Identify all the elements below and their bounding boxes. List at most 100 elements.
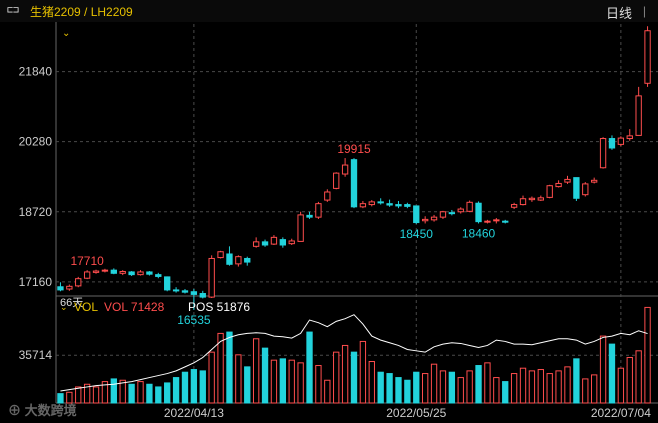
candle-body — [244, 257, 251, 263]
candle-body — [92, 270, 100, 273]
volume-bar — [226, 331, 233, 404]
toolbar-separator: | — [642, 4, 646, 18]
candle-body — [279, 239, 287, 246]
price-tick-label: 20280 — [19, 135, 53, 149]
price-grid — [56, 24, 658, 403]
candle-body — [288, 240, 295, 245]
volume-bar — [101, 381, 109, 404]
position-line — [60, 314, 648, 392]
candle-body — [475, 202, 482, 223]
volume-bar — [57, 393, 64, 404]
candle-body — [199, 293, 206, 298]
period-selector[interactable]: 日线 — [605, 6, 632, 21]
high-price-label: 17710 — [70, 254, 104, 268]
volume-bar — [528, 370, 536, 404]
candle-body — [57, 286, 64, 291]
volume-bar — [333, 351, 340, 404]
candle-body — [83, 271, 91, 279]
candle-body — [172, 289, 180, 292]
volume-bar — [519, 367, 527, 404]
candle-body — [368, 201, 375, 206]
volume-bar — [244, 366, 251, 404]
candle-body — [466, 201, 473, 212]
candle-body — [617, 137, 625, 145]
volume-bar — [359, 340, 367, 404]
candle-body — [297, 214, 304, 242]
volume-bar — [555, 370, 562, 404]
candle-body — [439, 211, 447, 218]
candle-body — [457, 208, 464, 213]
candle-body — [404, 204, 411, 207]
volume-bars — [57, 306, 651, 404]
volume-bar — [457, 377, 464, 404]
contract-title[interactable]: 生猪2209 / LH2209 — [30, 5, 133, 19]
candle-body — [128, 271, 135, 276]
candlestick-chart[interactable]: ⌄ 21840 20280 18720 17160 17710 19915 2275 165… — [0, 22, 658, 423]
candle-body — [66, 285, 73, 290]
volume-bar — [377, 371, 384, 404]
volume-bar — [493, 377, 500, 404]
price-tick-label: 17160 — [19, 275, 53, 289]
volume-bar — [475, 365, 482, 404]
candle-body — [421, 218, 429, 222]
candle-body — [528, 197, 536, 201]
legend-volume-value: VOL 71428 — [104, 300, 165, 314]
price-axis: 21840 20280 18720 17160 — [19, 65, 53, 289]
candle-body — [430, 216, 438, 221]
candle-body — [333, 172, 340, 189]
volume-bar — [306, 331, 313, 404]
candle-body — [101, 269, 109, 272]
volume-bar — [270, 359, 278, 404]
watermark-icon: ⊕ — [8, 403, 25, 418]
contract-switch-icon[interactable]: ⊏⊐ — [7, 5, 20, 16]
volume-bar — [430, 363, 438, 404]
volume-bar — [288, 359, 295, 404]
volume-bar — [172, 377, 180, 404]
volume-bar — [368, 361, 375, 404]
candle-body — [350, 159, 358, 208]
candle-body — [484, 220, 491, 223]
bar-count-label: 66天 — [60, 297, 83, 309]
volume-bar — [395, 377, 402, 404]
high-price-label: 2275 — [625, 22, 652, 24]
volume-bar — [252, 338, 260, 404]
candle-body — [395, 204, 402, 207]
top-bar: ⊏⊐ 生猪2209 / LH2209 日线 | — [0, 0, 658, 22]
legend-chevron-icon: ⌄ — [60, 302, 68, 312]
date-tick-label: 2022/04/13 — [164, 406, 224, 420]
candle-body — [110, 269, 117, 274]
volume-bar — [235, 354, 242, 404]
candle-body — [226, 253, 233, 265]
candle-body — [75, 278, 82, 287]
volume-bar — [190, 369, 198, 404]
volume-bar — [324, 379, 331, 404]
volume-bar — [421, 373, 429, 404]
volume-legend: ⌄ VOL VOL 71428 POS 51876 — [60, 300, 250, 314]
volume-bar — [546, 373, 553, 404]
candle-body — [315, 203, 322, 218]
volume-bar — [297, 362, 304, 404]
candle-body — [377, 201, 384, 204]
volume-bar — [448, 371, 456, 404]
volume-bar — [386, 373, 393, 404]
candle-body — [573, 177, 580, 199]
candle-body — [599, 138, 607, 169]
legend-position-value: POS 51876 — [188, 300, 250, 314]
candle-body — [582, 183, 589, 196]
chart-frame: ⌄ — [55, 22, 658, 404]
candle-body — [252, 241, 260, 247]
high-price-label: 19915 — [337, 142, 371, 156]
low-price-label: 18450 — [400, 227, 434, 241]
volume-bar — [110, 378, 117, 404]
candle-body — [413, 205, 420, 224]
candle-body — [137, 271, 144, 276]
price-tick-label: 21840 — [19, 65, 53, 79]
date-tick-label: 2022/07/04 — [591, 406, 651, 420]
open-interest-line — [60, 314, 648, 392]
candle-body — [386, 203, 393, 206]
volume-bar — [217, 332, 224, 404]
date-axis: 2022/04/13 2022/05/25 2022/07/04 — [164, 406, 651, 420]
volume-bar — [591, 374, 598, 404]
candle-body — [555, 182, 562, 188]
candle-body — [306, 214, 313, 218]
